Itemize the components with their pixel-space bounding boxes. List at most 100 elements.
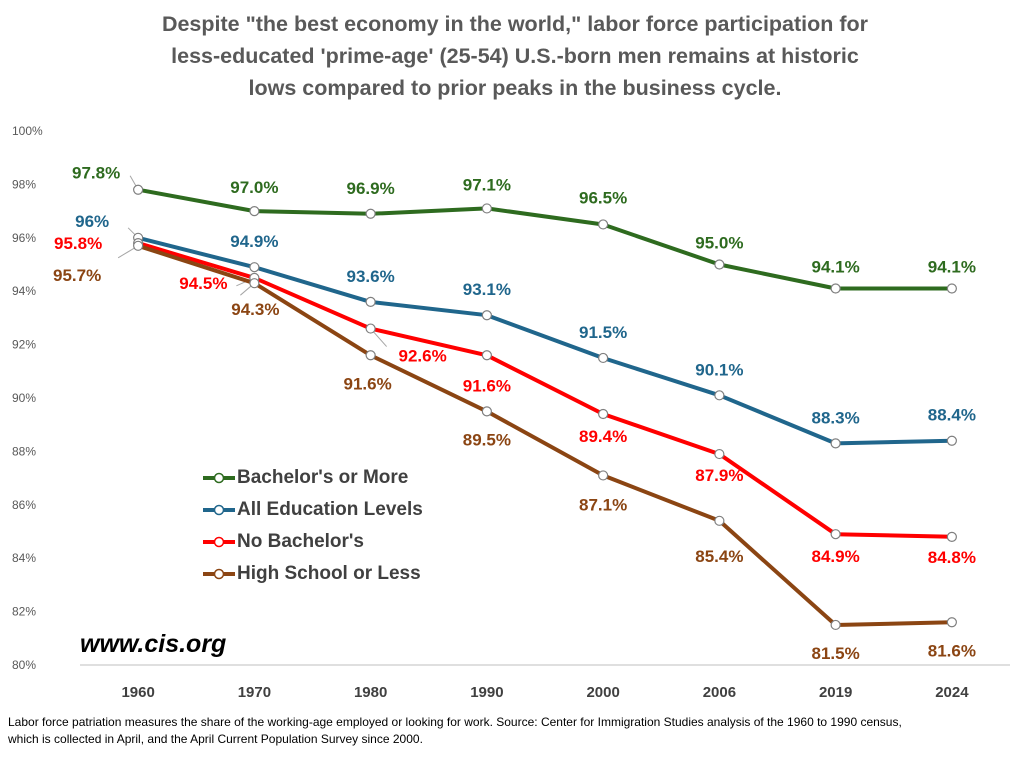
data-point <box>365 296 376 307</box>
data-point <box>481 203 492 214</box>
data-label: 91.6% <box>344 374 392 393</box>
data-point <box>714 515 725 526</box>
x-tick-label: 2000 <box>586 684 619 701</box>
data-label: 95.8% <box>54 234 102 253</box>
y-tick-label: 94% <box>12 284 36 298</box>
data-point <box>365 350 376 361</box>
title-line: less-educated 'prime-age' (25-54) U.S.-b… <box>171 44 859 68</box>
legend-swatch <box>203 568 235 580</box>
data-label: 93.1% <box>463 280 511 299</box>
y-tick-label: 82% <box>12 605 36 619</box>
data-point <box>365 208 376 219</box>
data-point <box>830 438 841 449</box>
legend-label: Bachelor's or More <box>237 467 409 488</box>
data-point <box>598 470 609 481</box>
y-tick-label: 90% <box>12 391 36 405</box>
data-label: 96% <box>75 212 109 231</box>
watermark: www.cis.org <box>80 630 227 658</box>
data-label: 94.3% <box>231 300 279 319</box>
legend-item: No Bachelor's <box>202 526 423 558</box>
data-label: 94.1% <box>812 258 860 277</box>
legend: Bachelor's or More All Education Levels … <box>202 462 423 590</box>
axes: 80% 82% 84% 86% 88% 90% 92% 94% 96% 98% 100% 1960 19… <box>12 124 1010 701</box>
data-point <box>946 531 957 542</box>
legend-item: High School or Less <box>202 558 423 590</box>
data-point <box>365 323 376 334</box>
data-label: 94.1% <box>928 258 976 277</box>
legend-swatch <box>203 536 235 548</box>
series-markers <box>133 184 957 631</box>
data-point <box>133 184 144 195</box>
y-tick-label: 80% <box>12 658 36 672</box>
legend-label: High School or Less <box>237 563 421 584</box>
data-point <box>830 619 841 631</box>
data-point <box>946 435 957 446</box>
y-tick-label: 98% <box>12 177 36 191</box>
data-label: 95.7% <box>53 266 101 285</box>
data-labels: 97.8% 97.0% 96.9% 97.1% 96.5% 95.0% 94.1% 94.1%… <box>53 164 976 663</box>
footnote-line: Labor force patriation measures the shar… <box>8 715 902 729</box>
title-line: lows compared to prior peaks in the busi… <box>248 76 782 100</box>
data-label: 84.8% <box>928 548 976 567</box>
legend-item: All Education Levels <box>202 494 423 526</box>
data-label: 91.5% <box>579 323 627 342</box>
legend-swatch <box>203 472 235 484</box>
data-label: 90.1% <box>695 360 743 379</box>
data-label: 94.9% <box>230 232 278 251</box>
legend-swatch <box>203 504 235 516</box>
legend-item: Bachelor's or More <box>202 462 423 494</box>
data-point <box>946 283 957 294</box>
data-point <box>946 617 957 628</box>
series-line <box>136 243 954 627</box>
series-line <box>136 187 954 291</box>
data-point <box>714 259 725 270</box>
y-tick-label: 96% <box>12 231 36 245</box>
series-line <box>136 241 954 539</box>
data-label: 96.5% <box>579 188 627 207</box>
data-point <box>249 206 260 217</box>
data-label: 85.4% <box>695 547 743 566</box>
data-point <box>481 350 492 361</box>
footnote: Labor force patriation measures the shar… <box>8 714 1018 748</box>
chart-title: Despite "the best economy in the world,"… <box>40 8 990 104</box>
y-tick-label: 86% <box>12 498 36 512</box>
data-point <box>249 278 260 289</box>
data-label: 87.1% <box>579 495 627 514</box>
x-tick-label: 2006 <box>703 684 736 701</box>
footnote-line: which is collected in April, and the Apr… <box>8 732 423 746</box>
x-tick-label: 1990 <box>470 684 503 701</box>
series-line <box>136 235 954 446</box>
data-label: 89.4% <box>579 427 627 446</box>
data-label: 88.3% <box>812 408 860 427</box>
x-tick-label: 2024 <box>935 684 969 701</box>
y-tick-label: 92% <box>12 338 36 352</box>
y-tick-label: 88% <box>12 444 36 458</box>
data-label: 97.1% <box>463 175 511 194</box>
data-label: 95.0% <box>695 234 743 253</box>
data-point <box>598 352 609 364</box>
data-point <box>133 240 144 251</box>
data-label: 97.8% <box>72 164 120 183</box>
data-point <box>598 219 609 230</box>
data-label: 81.6% <box>928 641 976 660</box>
legend-label: No Bachelor's <box>237 531 364 552</box>
x-tick-label: 1960 <box>121 684 154 701</box>
data-label: 88.4% <box>928 406 976 425</box>
data-label: 97.0% <box>230 178 278 197</box>
x-tick-label: 1980 <box>354 684 387 701</box>
data-label: 89.5% <box>463 430 511 449</box>
y-tick-label: 100% <box>12 124 43 138</box>
leader-lines <box>117 175 387 347</box>
title-line: Despite "the best economy in the world,"… <box>161 12 869 36</box>
data-label: 91.6% <box>463 376 511 395</box>
data-point <box>714 448 725 460</box>
data-label: 94.5% <box>179 274 227 293</box>
data-point <box>714 390 725 401</box>
x-tick-label: 2019 <box>819 684 852 701</box>
y-tick-label: 84% <box>12 551 36 565</box>
data-point <box>481 310 492 321</box>
data-point <box>830 529 841 540</box>
series-lines <box>136 187 954 627</box>
x-tick-label: 1970 <box>238 684 271 701</box>
